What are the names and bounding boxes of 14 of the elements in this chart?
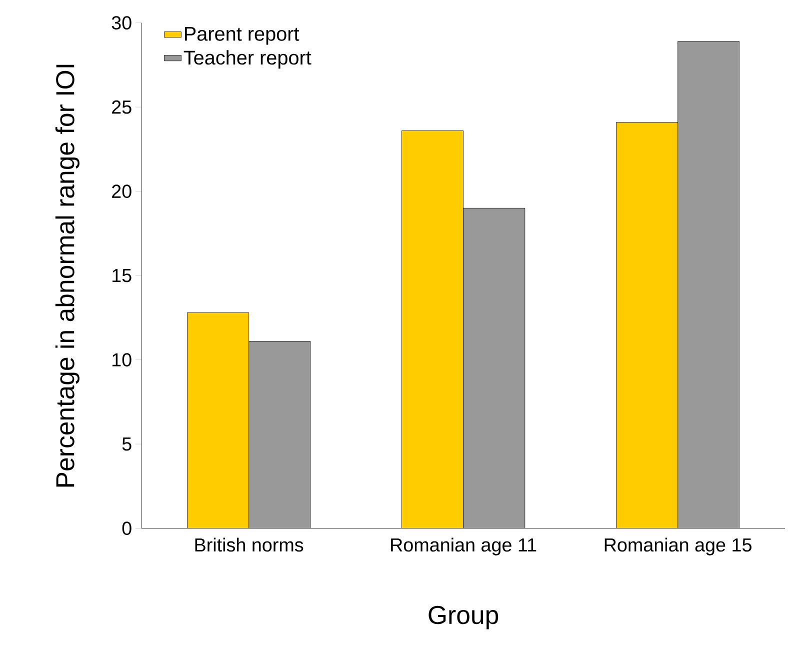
x-axis-title: Group xyxy=(428,606,498,630)
y-tick-label: 25 xyxy=(112,100,132,114)
y-tick-label: 0 xyxy=(122,521,132,535)
x-tick-label: Romanian age 11 xyxy=(391,538,536,556)
legend-label: Parent report xyxy=(185,26,300,45)
y-axis-title: Percentage in abnormal range for IOI xyxy=(55,64,80,486)
y-tick-label: 20 xyxy=(112,184,132,198)
y-tick-label: 15 xyxy=(112,268,132,282)
x-tick-label: British norms xyxy=(195,538,304,552)
y-tick-label: 10 xyxy=(112,352,132,366)
y-tick-label: 5 xyxy=(122,437,132,450)
y-tick-label: 30 xyxy=(112,16,132,30)
x-tick-label: Romanian age 15 xyxy=(604,538,752,556)
legend-label: Teacher report xyxy=(184,50,312,68)
